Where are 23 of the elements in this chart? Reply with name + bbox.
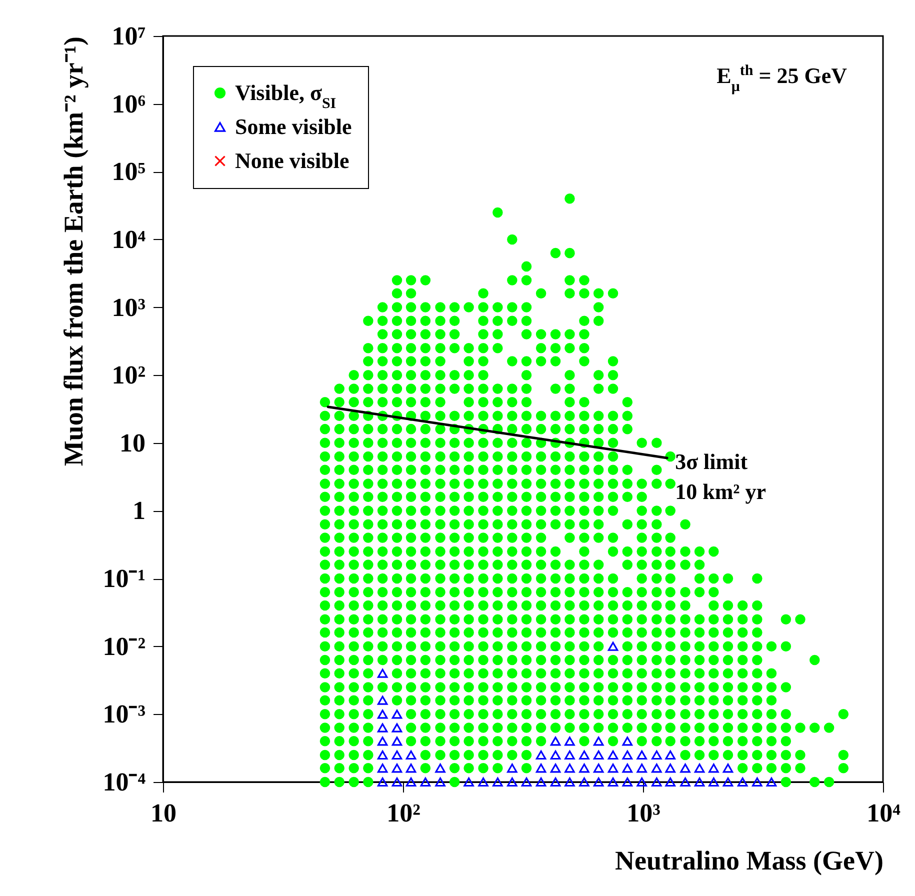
y-tick-label: 1 — [132, 496, 146, 526]
y-tick-label: 10⁻³ — [102, 700, 146, 729]
y-tick-label: 10⁻² — [102, 632, 146, 661]
series-label: 3σ limit 10 km² yr — [675, 448, 766, 504]
y-tick-label: 10⁷ — [112, 22, 146, 50]
legend-label: Visible, σ$_{SI}$ — [235, 80, 336, 112]
y-tick-label: 10⁴ — [112, 224, 146, 254]
y-tick-label: 10⁵ — [112, 157, 146, 186]
y-tick-label: 10³ — [112, 292, 146, 322]
y-tick-label: 10⁶ — [112, 89, 146, 118]
x-axis-title: Neutralino Mass (GeV) — [615, 846, 884, 876]
legend-label: Some visible — [235, 114, 352, 139]
x-tick-label: 10³ — [626, 798, 661, 828]
x-tick-label: 10 — [150, 798, 176, 828]
annotation: E$_{μ}$$^{th}$ = 25 GeV — [716, 63, 848, 95]
y-tick-label: 10² — [112, 360, 146, 390]
x-tick-label: 10⁴ — [866, 798, 901, 828]
x-tick-label: 10² — [386, 798, 421, 828]
legend-label: None visible — [235, 148, 350, 173]
y-tick-label: 10⁻¹ — [102, 564, 146, 594]
y-tick-label: 10 — [120, 428, 146, 458]
y-tick-label: 10⁻⁴ — [102, 768, 146, 796]
y-axis-title: Muon flux from the Earth (km⁻² yr⁻¹) — [58, 36, 89, 466]
